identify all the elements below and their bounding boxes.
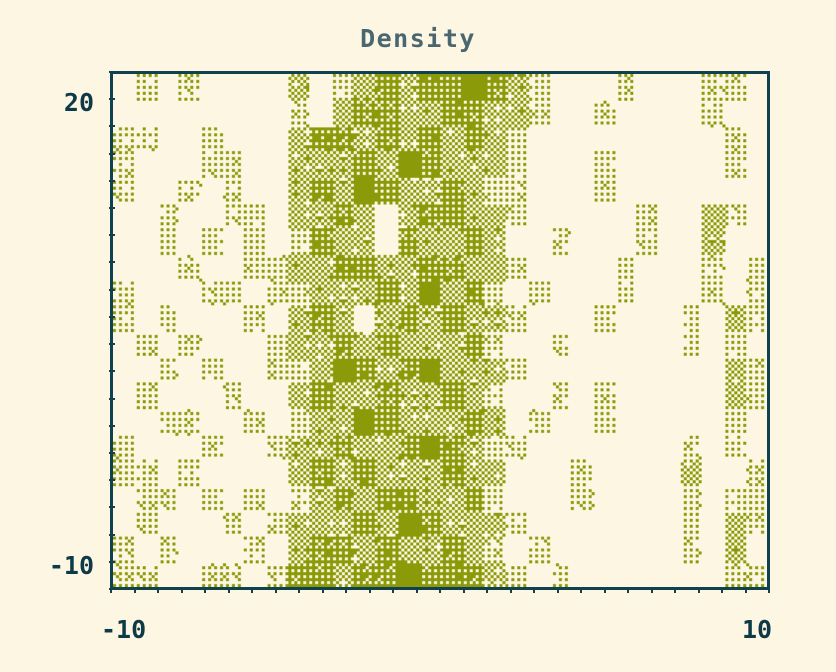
- density-heatmap-canvas[interactable]: [113, 74, 767, 587]
- y-axis-tick-label-top: 20: [63, 88, 94, 117]
- x-axis-tick-label-left: -10: [101, 615, 147, 644]
- x-axis-tick-label-right: 10: [742, 615, 773, 644]
- y-axis-tick-label-bottom: -10: [48, 551, 94, 580]
- page-title: Density: [360, 24, 476, 53]
- plot-area[interactable]: [110, 71, 770, 590]
